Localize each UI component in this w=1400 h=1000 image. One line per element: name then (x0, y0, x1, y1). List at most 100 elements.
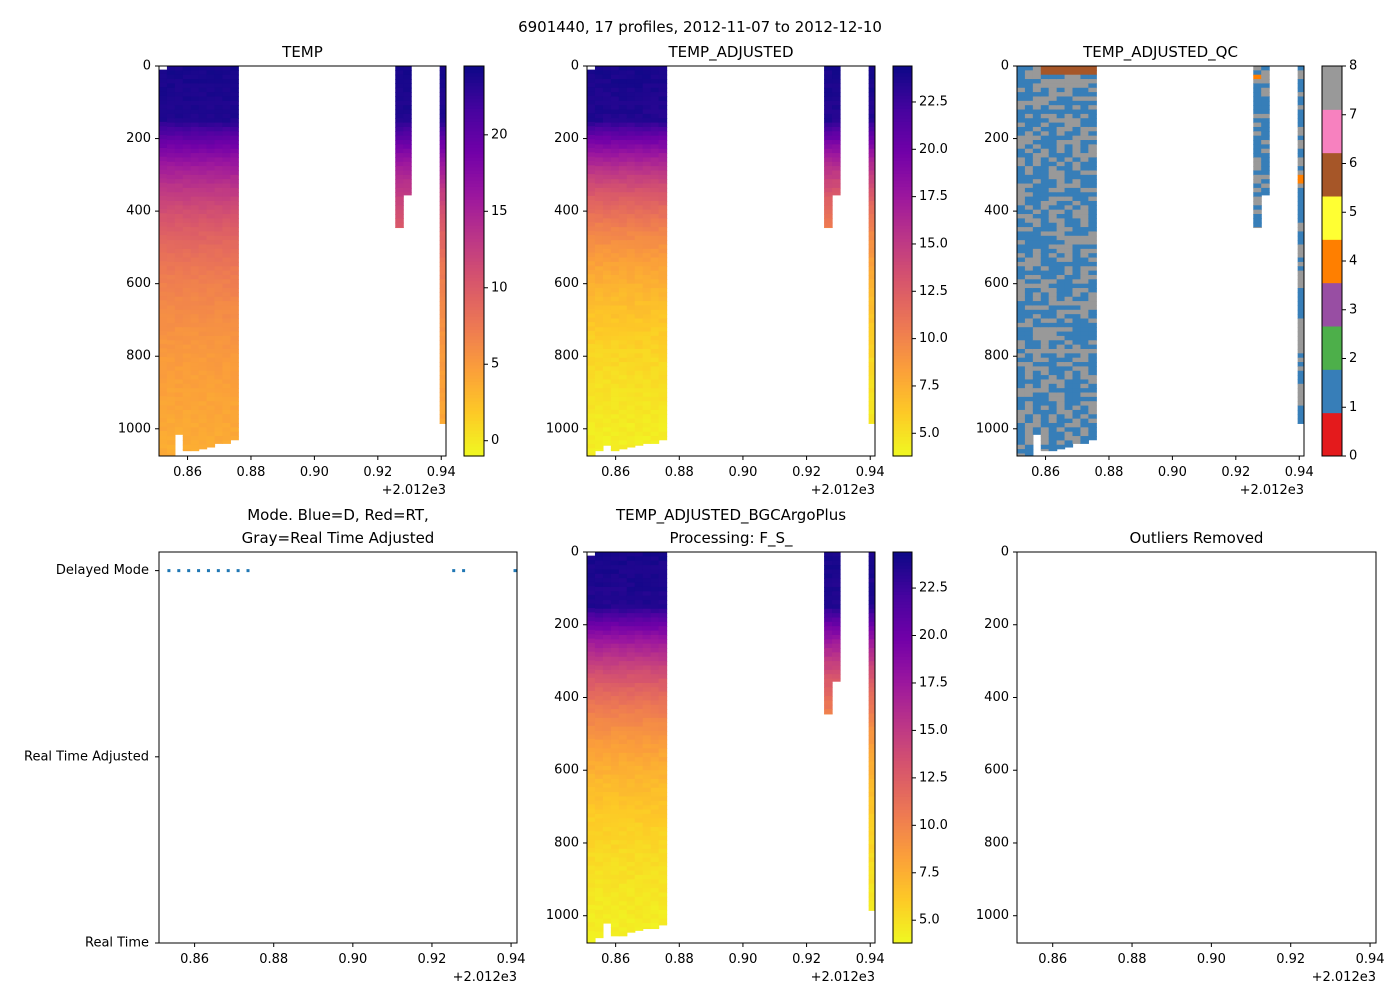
temp-axes-frame (158, 65, 447, 457)
temp_adjusted_qc-profile-3 (1040, 66, 1050, 452)
temp_adjusted-colorbar-segment (893, 387, 912, 392)
temp-profile-12 (439, 66, 446, 424)
temp_bgc-cell (650, 617, 660, 623)
temp-colorbar-segment (464, 98, 484, 103)
temp_adjusted-cell (618, 196, 628, 202)
temp_adjusted-cell (650, 292, 660, 298)
temp_adjusted_qc-cell (1088, 96, 1097, 102)
temp-cell (214, 205, 224, 211)
temp_adjusted_qc-cell (1032, 331, 1042, 337)
temp_adjusted_qc-cell (1017, 179, 1026, 185)
mode-title-line2: Gray=Real Time Adjusted (242, 529, 435, 547)
temp_bgc-cell (634, 560, 644, 566)
temp_adjusted_qc-cell (1017, 205, 1026, 211)
temp-cell (174, 179, 184, 185)
temp_adjusted_qc-cell (1064, 113, 1074, 119)
temp_bgc-cell (594, 905, 604, 911)
temp-colorbar-segment (464, 381, 484, 386)
temp_bgc-cell (868, 835, 875, 841)
mode-x-offset-label: +2.012e3 (453, 970, 517, 985)
temp_adjusted-cell (832, 74, 841, 80)
temp_adjusted_qc-cell (1056, 305, 1066, 311)
temp-cell (198, 257, 208, 263)
temp_adjusted_qc-cell (1064, 187, 1074, 193)
temp_adjusted-cell (824, 74, 833, 80)
temp_bgc-cell (626, 652, 636, 658)
temp_adjusted-cell (868, 105, 875, 111)
temp_bgc-cell (658, 770, 668, 776)
temp_adjusted_qc-cell (1024, 409, 1034, 415)
temp_adjusted-cell (634, 83, 644, 89)
temp_adjusted-cell (602, 144, 612, 150)
temp_bgc-cell (650, 905, 660, 911)
temp_adjusted-cell (602, 83, 612, 89)
temp_adjusted-cell (634, 118, 644, 124)
temp_adjusted-cell (594, 370, 604, 376)
temp_adjusted_qc-cell (1080, 279, 1089, 285)
temp_adjusted-cell (650, 340, 660, 346)
temp_adjusted-colorbar-segment (893, 157, 912, 161)
temp_bgc-colorbar-segment (893, 923, 912, 928)
temp-cell (230, 174, 239, 180)
temp_adjusted-cell (626, 405, 636, 411)
temp_adjusted-cell (594, 235, 604, 241)
temp-cell (198, 322, 208, 328)
temp_adjusted_qc-cell (1048, 274, 1058, 280)
temp_adjusted-cell (658, 66, 668, 71)
temp_bgc-cell (610, 687, 620, 693)
temp-cell (174, 209, 184, 215)
temp-cell (190, 196, 200, 202)
temp_adjusted_qc-cell (1032, 144, 1042, 150)
temp_adjusted_qc-cell (1297, 187, 1304, 193)
temp-cell (190, 253, 200, 259)
temp_adjusted-cell (868, 200, 875, 206)
temp_bgc-cell (642, 783, 652, 789)
temp_adjusted_qc-cell (1017, 257, 1026, 263)
temp_bgc-cell (587, 560, 596, 565)
temp-cell (230, 261, 239, 267)
temp_adjusted-cell (618, 118, 628, 124)
temp-ytick-label-2: 400 (126, 204, 151, 219)
temp_bgc-colorbar-segment (893, 868, 912, 872)
temp-cell (222, 405, 231, 411)
temp_adjusted-cell (658, 348, 668, 354)
temp_adjusted-cell (658, 231, 668, 237)
temp_bgc-cell (650, 866, 660, 872)
temp_adjusted-cell (658, 266, 668, 272)
temp_adjusted-colorbar-segment (893, 326, 912, 330)
temp-cell (206, 422, 216, 428)
temp-xtick-label-4: 0.94 (427, 465, 456, 480)
temp-cell (166, 122, 176, 128)
temp_adjusted-cell (587, 126, 596, 132)
temp_adjusted-cell (634, 366, 644, 372)
temp_adjusted-cell (587, 282, 596, 288)
temp_bgc-cell (602, 730, 612, 736)
temp_adjusted-cell (642, 131, 652, 137)
temp_adjusted_qc-cell (1297, 183, 1304, 189)
temp_bgc-cell (618, 634, 628, 640)
temp_bgc-colorbar-segment (893, 617, 912, 622)
outliers-ytick-label-0: 0 (1001, 545, 1009, 560)
temp_bgc-cell (658, 726, 668, 732)
temp_adjusted-profile-5 (626, 66, 636, 448)
temp-cell (198, 122, 208, 128)
temp_adjusted_qc-cell (1048, 96, 1058, 102)
temp-colorbar-segment (464, 101, 484, 106)
temp-cell (159, 230, 168, 236)
temp_bgc-cell (634, 844, 644, 850)
temp_bgc-cell (594, 648, 604, 653)
temp_bgc-cell (602, 556, 612, 562)
temp_adjusted_qc-cell (1048, 192, 1058, 198)
temp-cell (214, 192, 224, 198)
temp_adjusted-cell (650, 109, 660, 115)
temp_bgc-colorbar-frame (892, 551, 913, 944)
temp_bgc-colorbar-segment (893, 659, 912, 664)
temp-colorbar-segment (464, 280, 484, 285)
temp_adjusted-cell (658, 370, 668, 376)
temp_bgc-cell (634, 783, 644, 789)
temp-colorbar-segment (464, 205, 484, 210)
temp-cell (174, 301, 184, 307)
temp_adjusted-colorbar-segment (893, 348, 912, 353)
temp_adjusted-cell (587, 348, 596, 354)
temp_adjusted-cell (602, 322, 612, 328)
